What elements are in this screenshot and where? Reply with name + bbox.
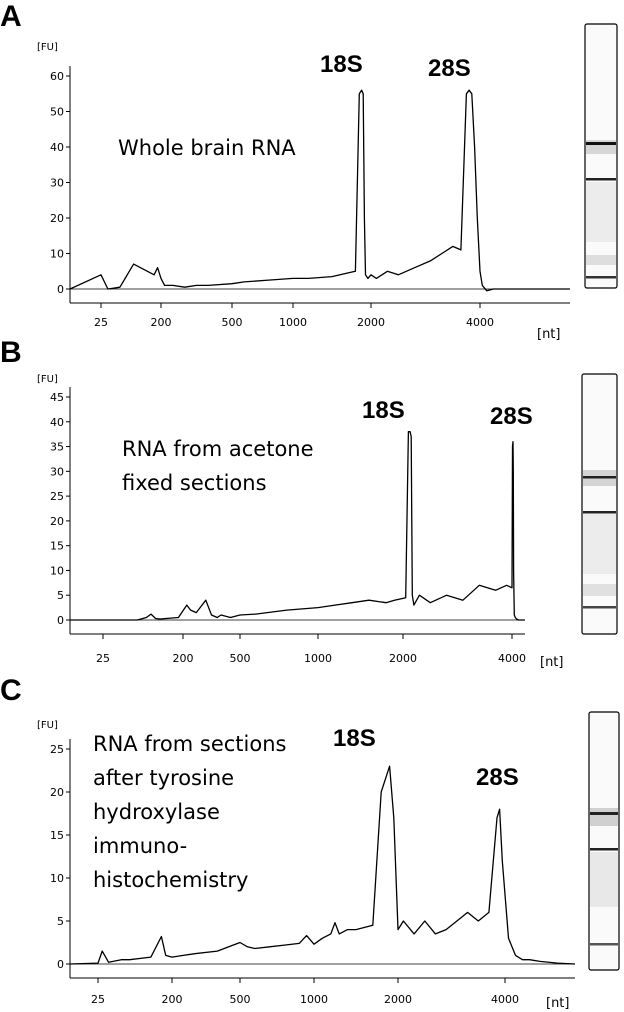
y-tick-label: 0 bbox=[57, 614, 64, 627]
peak-label-28s-a: 28S bbox=[428, 55, 471, 82]
x-tick-label: 500 bbox=[230, 652, 251, 665]
x-tick-label: 2000 bbox=[389, 652, 417, 665]
y-tick-label: 30 bbox=[50, 177, 64, 190]
annotation-c-line4: immuno- bbox=[93, 834, 187, 858]
electropherogram-trace bbox=[69, 765, 576, 965]
y-tick-label: 10 bbox=[50, 564, 64, 577]
x-unit-c: [nt] bbox=[546, 996, 569, 1011]
plot-b: 0 5 10 15 20 25 30 35 40 45 25 200 500 1000 2000 4000 bbox=[50, 387, 526, 665]
x-unit-b: [nt] bbox=[540, 655, 563, 670]
electropherogram-trace bbox=[70, 431, 525, 621]
x-tick-label: 25 bbox=[91, 993, 105, 1006]
x-tick-label: 4000 bbox=[466, 316, 494, 329]
x-unit-a: [nt] bbox=[537, 327, 560, 342]
y-unit-a: [FU] bbox=[37, 42, 58, 53]
y-tick-label: 20 bbox=[50, 786, 64, 799]
panel-b: B [FU] [nt] RNA from acetone fixed secti… bbox=[0, 336, 618, 670]
x-tick-label: 200 bbox=[151, 316, 172, 329]
x-tick-label: 2000 bbox=[357, 316, 385, 329]
y-tick-label: 0 bbox=[57, 283, 64, 296]
y-tick-label: 5 bbox=[57, 589, 64, 602]
y-tick-label: 20 bbox=[50, 212, 64, 225]
y-tick-label: 0 bbox=[57, 958, 64, 971]
gel-lane-b bbox=[581, 373, 618, 635]
x-tick-label: 25 bbox=[96, 652, 110, 665]
x-tick-label: 200 bbox=[173, 652, 194, 665]
annotation-c-line1: RNA from sections bbox=[93, 732, 286, 756]
panel-a: A [FU] [nt] Whole brain RNA 18S 28S 0 10 2… bbox=[0, 0, 618, 342]
gel-lane-c bbox=[588, 711, 620, 971]
panel-c: C [FU] [nt] RNA from sections after tyro… bbox=[0, 674, 620, 1011]
y-tick-label: 15 bbox=[50, 829, 64, 842]
annotation-c-line5: histochemistry bbox=[93, 868, 248, 892]
annotation-c-line2: after tyrosine bbox=[93, 766, 234, 790]
y-tick-label: 30 bbox=[50, 465, 64, 478]
annotation-c-line3: hydroxylase bbox=[93, 800, 220, 824]
y-tick-label: 10 bbox=[50, 248, 64, 261]
peak-label-18s-c: 18S bbox=[333, 725, 376, 752]
annotation-b-line1: RNA from acetone bbox=[122, 437, 314, 461]
x-tick-label: 1000 bbox=[304, 652, 332, 665]
y-tick-label: 40 bbox=[50, 141, 64, 154]
y-unit-c: [FU] bbox=[37, 720, 58, 731]
y-tick-label: 5 bbox=[57, 915, 64, 928]
peak-label-18s-a: 18S bbox=[320, 51, 363, 78]
annotation-a-line1: Whole brain RNA bbox=[118, 136, 296, 160]
y-tick-label: 45 bbox=[50, 391, 64, 404]
y-tick-label: 10 bbox=[50, 872, 64, 885]
peak-label-28s-c: 28S bbox=[476, 764, 519, 791]
y-tick-label: 50 bbox=[50, 106, 64, 119]
plot-a: 0 10 20 30 40 50 60 25 200 500 1000 2000 4000 bbox=[50, 66, 570, 329]
annotation-b-line2: fixed sections bbox=[122, 471, 267, 495]
y-tick-label: 25 bbox=[50, 490, 64, 503]
x-tick-label: 4000 bbox=[491, 993, 519, 1006]
x-tick-label: 1000 bbox=[300, 993, 328, 1006]
x-tick-label: 500 bbox=[230, 993, 251, 1006]
y-tick-label: 35 bbox=[50, 441, 64, 454]
x-tick-label: 500 bbox=[222, 316, 243, 329]
y-tick-label: 60 bbox=[50, 70, 64, 83]
panel-label-b: B bbox=[0, 336, 22, 369]
x-tick-label: 4000 bbox=[498, 652, 526, 665]
gel-lane-a bbox=[584, 23, 618, 289]
y-tick-label: 15 bbox=[50, 540, 64, 553]
y-tick-label: 20 bbox=[50, 515, 64, 528]
y-unit-b: [FU] bbox=[37, 374, 58, 385]
x-tick-label: 200 bbox=[162, 993, 183, 1006]
x-tick-label: 1000 bbox=[279, 316, 307, 329]
x-tick-label: 2000 bbox=[384, 993, 412, 1006]
x-tick-label: 25 bbox=[94, 316, 108, 329]
y-tick-label: 40 bbox=[50, 416, 64, 429]
plot-c: 0 5 10 15 20 25 25 200 500 1000 2000 4000 bbox=[50, 739, 576, 1006]
panel-label-c: C bbox=[0, 674, 22, 707]
y-tick-label: 25 bbox=[50, 743, 64, 756]
peak-label-18s-b: 18S bbox=[362, 397, 405, 424]
electropherogram-trace bbox=[69, 89, 570, 292]
panel-label-a: A bbox=[0, 0, 22, 33]
peak-label-28s-b: 28S bbox=[490, 403, 533, 430]
